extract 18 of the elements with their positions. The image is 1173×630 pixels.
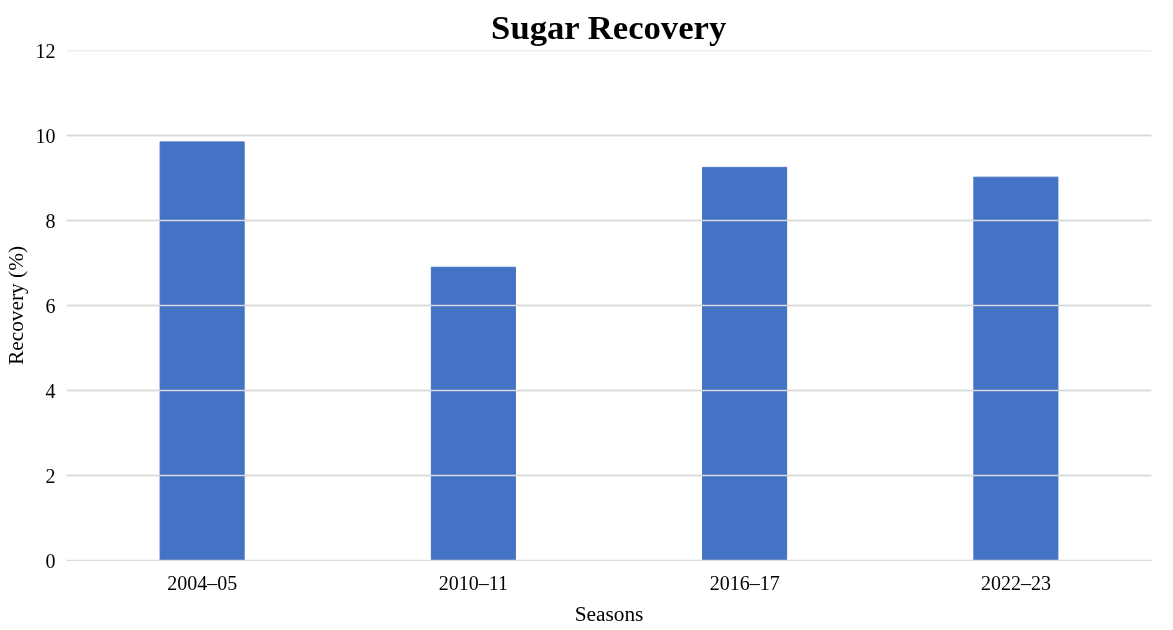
y-axis-title: Recovery (%) [3, 245, 28, 366]
bar [973, 176, 1059, 561]
x-tick-label: 2016–17 [709, 571, 780, 594]
bar [702, 166, 788, 561]
y-tick-label: 8 [45, 209, 56, 232]
bar [430, 266, 516, 561]
x-tick-label: 2010–11 [438, 571, 509, 594]
x-tick-label: 2004–05 [167, 571, 238, 594]
y-tick-label: 2 [45, 464, 56, 487]
y-tick-label: 0 [45, 549, 56, 572]
y-tick-label: 10 [35, 124, 56, 147]
x-tick-label: 2022–23 [980, 571, 1051, 594]
y-tick-label: 6 [45, 294, 56, 317]
y-tick-label: 4 [45, 379, 56, 402]
chart-title: Sugar Recovery [491, 7, 727, 46]
bar [159, 141, 245, 561]
y-tick-label: 12 [35, 39, 56, 62]
x-axis-title: Seasons [574, 601, 644, 626]
